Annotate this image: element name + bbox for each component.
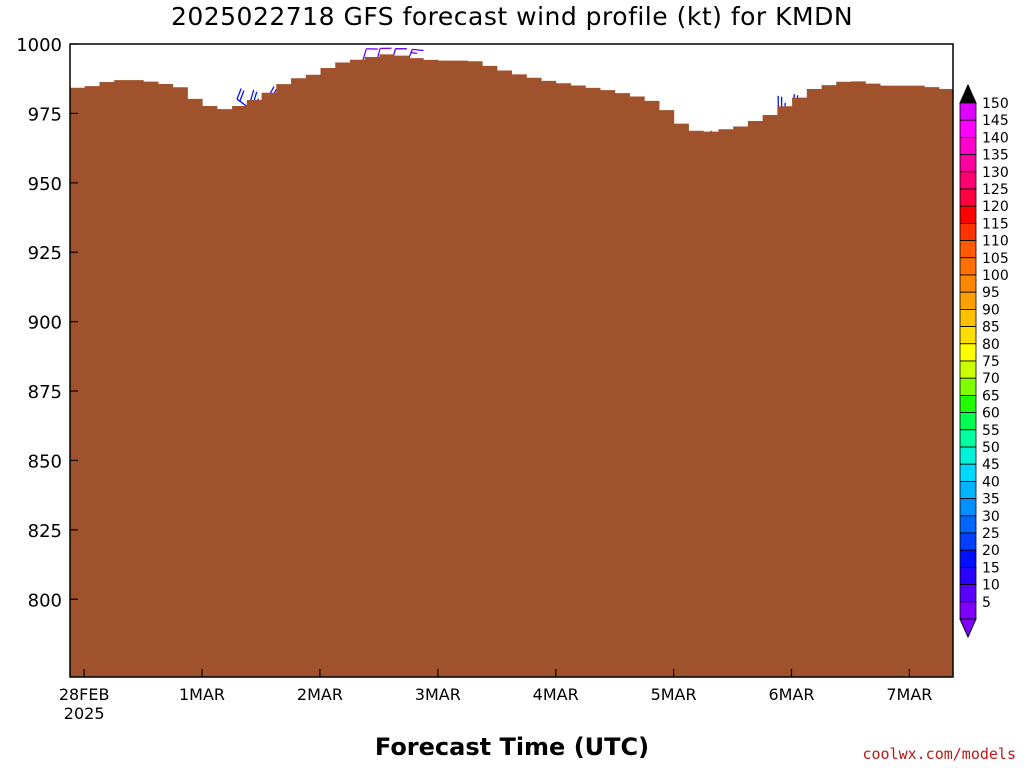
colorbar-label: 50: [982, 440, 1000, 456]
colorbar-swatch: [959, 429, 977, 448]
colorbar-swatch: [959, 291, 977, 310]
colorbar-label: 90: [982, 302, 1000, 318]
colorbar-label: 120: [982, 199, 1009, 215]
x-tick-sublabel: 2025: [64, 704, 105, 723]
source-credit: coolwx.com/models: [862, 745, 1016, 763]
colorbar-label: 35: [982, 492, 1000, 508]
colorbar-swatch: [959, 326, 977, 345]
colorbar-label: 135: [982, 148, 1009, 164]
colorbar-label: 45: [982, 457, 1000, 473]
colorbar-swatch: [959, 515, 977, 534]
colorbar-label: 70: [982, 371, 1000, 387]
colorbar-swatch: [959, 412, 977, 431]
terrain-surface: [70, 54, 953, 677]
colorbar-label: 140: [982, 130, 1009, 146]
colorbar-label: 15: [982, 560, 1000, 576]
y-tick-label: 900: [28, 313, 62, 334]
y-tick-label: 875: [28, 382, 62, 403]
colorbar-label: 40: [982, 474, 1000, 490]
colorbar-swatch: [959, 377, 977, 396]
colorbar-swatch: [959, 360, 977, 379]
y-tick-label: 975: [28, 104, 62, 125]
colorbar-arrow-bottom: [959, 618, 977, 639]
colorbar-swatch: [959, 257, 977, 276]
plot-frame: [69, 43, 954, 678]
colorbar-swatch: [959, 308, 977, 327]
colorbar-label: 65: [982, 388, 1000, 404]
colorbar-label: 10: [982, 578, 1000, 594]
colorbar-swatch: [959, 394, 977, 413]
colorbar-label: 85: [982, 320, 1000, 336]
colorbar-swatch: [959, 343, 977, 362]
colorbar-swatch: [959, 584, 977, 603]
colorbar-swatch: [959, 567, 977, 586]
colorbar-label: 80: [982, 337, 1000, 353]
colorbar-swatch: [959, 205, 977, 224]
chart-title: 2025022718 GFS forecast wind profile (kt…: [170, 2, 854, 31]
colorbar-label: 20: [982, 543, 1000, 559]
x-tick-label: 4MAR: [533, 685, 579, 704]
colorbar-label: 110: [982, 234, 1009, 250]
colorbar-label: 150: [982, 96, 1009, 112]
colorbar-label: 5: [982, 595, 991, 611]
colorbar-label: 115: [982, 216, 1009, 232]
x-tick-label: 6MAR: [768, 685, 814, 704]
colorbar-swatch: [959, 463, 977, 482]
colorbar-swatch: [959, 188, 977, 207]
colorbar-label: 145: [982, 113, 1009, 129]
colorbar-swatch: [959, 480, 977, 499]
colorbar-swatch: [959, 171, 977, 190]
colorbar-label: 100: [982, 268, 1009, 284]
colorbar-swatch: [959, 136, 977, 155]
colorbar-label: 105: [982, 251, 1009, 267]
y-tick-label: 950: [28, 174, 62, 195]
colorbar-swatch: [959, 274, 977, 293]
x-tick-label: 3MAR: [415, 685, 461, 704]
colorbar-arrow-top: [959, 83, 977, 104]
colorbar-swatch: [959, 102, 977, 121]
colorbar-swatch: [959, 446, 977, 465]
colorbar-label: 60: [982, 406, 1000, 422]
colorbar-swatch: [959, 601, 977, 620]
x-tick-label: 1MAR: [179, 685, 225, 704]
colorbar-label: 55: [982, 423, 1000, 439]
colorbar-label: 125: [982, 182, 1009, 198]
x-tick-label: 2MAR: [297, 685, 343, 704]
colorbar-label: 95: [982, 285, 1000, 301]
colorbar-swatch: [959, 222, 977, 241]
colorbar-swatch: [959, 549, 977, 568]
x-tick-label: 5MAR: [651, 685, 697, 704]
y-tick-label: 825: [28, 521, 62, 542]
colorbar-swatch: [959, 154, 977, 173]
x-axis-label: Forecast Time (UTC): [374, 733, 650, 761]
x-tick-label: 28FEB: [59, 685, 110, 704]
y-tick-label: 850: [28, 451, 62, 472]
colorbar-swatch: [959, 532, 977, 551]
y-tick-label: 925: [28, 243, 62, 264]
colorbar-swatch: [959, 240, 977, 259]
colorbar-swatch: [959, 119, 977, 138]
colorbar-label: 25: [982, 526, 1000, 542]
colorbar-label: 75: [982, 354, 1000, 370]
colorbar-label: 30: [982, 509, 1000, 525]
y-tick-label: 1000: [16, 35, 62, 56]
x-tick-label: 7MAR: [886, 685, 932, 704]
colorbar-swatch: [959, 498, 977, 517]
colorbar-label: 130: [982, 165, 1009, 181]
y-tick-label: 800: [28, 590, 62, 611]
